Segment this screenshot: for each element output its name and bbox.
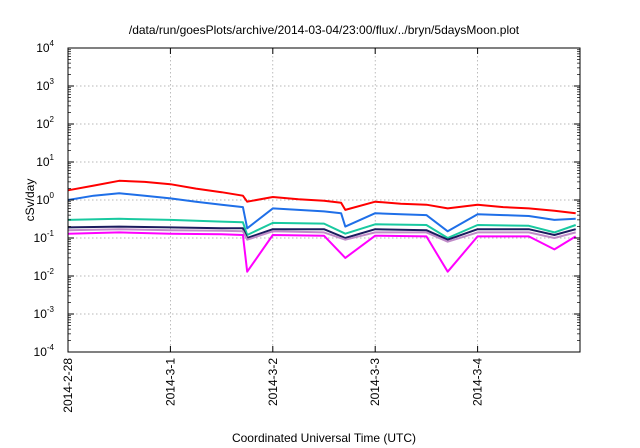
x-tick-label: 2014-3-3: [368, 358, 382, 406]
y-tick-label: 10-3: [34, 305, 55, 321]
y-tick-label: 102: [36, 115, 54, 131]
series-line-4: [67, 225, 576, 241]
series-line-1: [67, 179, 576, 215]
series-layer: [67, 179, 577, 273]
y-tick-label: 10-1: [34, 229, 55, 245]
y-tick-label: 100: [36, 191, 54, 207]
x-tick-label: 2014-2-28: [61, 358, 75, 413]
x-axis-label: Coordinated Universal Time (UTC): [232, 431, 416, 445]
y-tick-label: 103: [36, 77, 54, 93]
chart-title: /data/run/goesPlots/archive/2014-03-04/2…: [129, 23, 520, 37]
x-tick-label: 2014-3-1: [163, 358, 177, 406]
y-tick-label: 104: [36, 39, 54, 55]
series-line-3: [67, 217, 577, 239]
x-tick-label: 2014-3-2: [266, 358, 280, 406]
y-axis-label: cSv/day: [23, 179, 37, 222]
series-line-5: [67, 228, 576, 243]
x-tick-label: 2014-3-4: [471, 358, 485, 406]
y-tick-label: 10-4: [34, 343, 55, 359]
x-axis: 2014-2-28 2014-3-1 2014-3-2 2014-3-3 2014-3-…: [61, 48, 485, 413]
y-tick-label: 101: [36, 153, 54, 169]
series-line-6: [67, 231, 577, 273]
series-line-2: [67, 192, 576, 233]
y-tick-label: 10-2: [34, 267, 55, 283]
